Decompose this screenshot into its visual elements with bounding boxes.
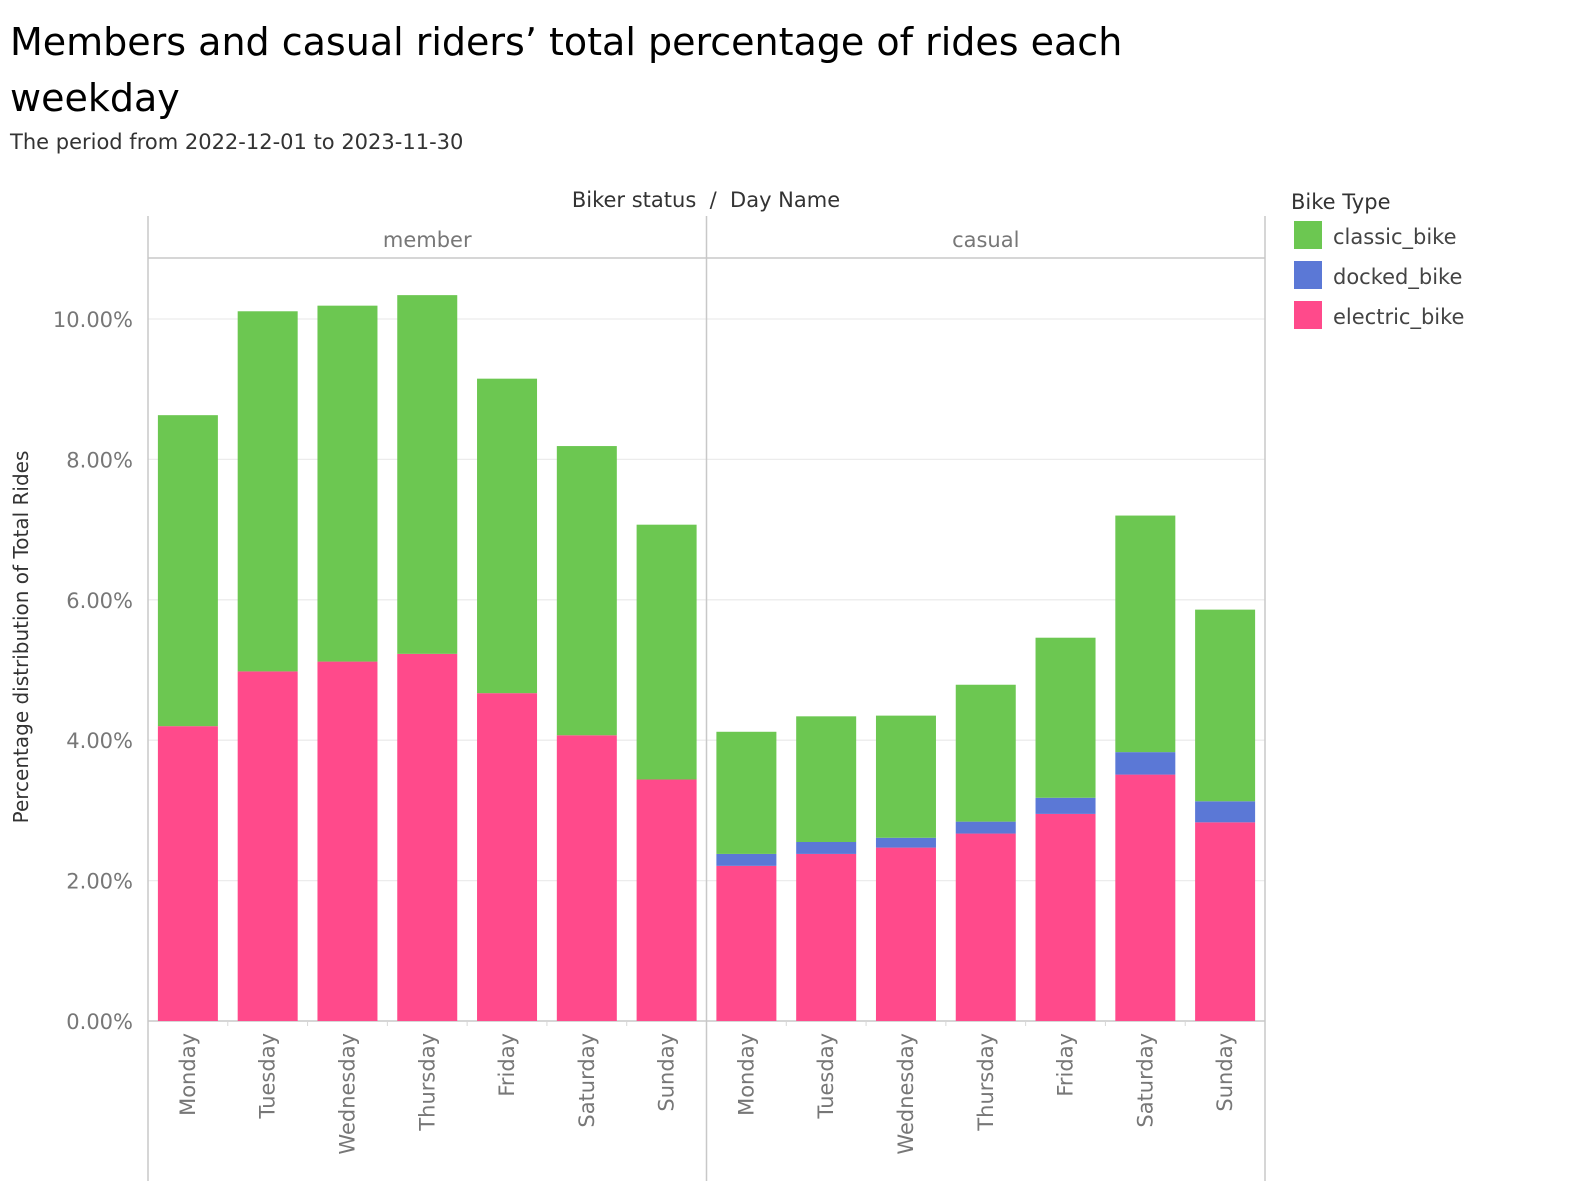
x-tick-label: Friday [495,1033,519,1097]
y-axis-label: Percentage distribution of Total Rides [9,451,33,824]
x-tick-label: Monday [176,1033,200,1116]
bar-casual-monday-classic-bike [716,731,777,854]
bar-casual-saturday-classic-bike [1115,515,1176,753]
bar-member-tuesday-electric-bike [237,671,298,1021]
legend-label-electric-bike: electric_bike [1333,305,1464,330]
bar-casual-wednesday-electric-bike [875,847,936,1021]
x-tick-label: Wednesday [894,1033,918,1155]
bar-casual-friday-electric-bike [1035,813,1096,1021]
bar-casual-thursday-classic-bike [955,684,1016,822]
bar-member-sunday-classic-bike [636,524,697,780]
legend-title: Bike Type [1291,190,1390,214]
bar-member-thursday-electric-bike [397,653,458,1021]
bar-casual-friday-docked-bike [1035,797,1096,814]
bar-member-friday-electric-bike [477,693,538,1021]
bar-casual-saturday-docked-bike [1115,752,1176,775]
x-tick-label: Saturday [575,1033,599,1128]
bar-member-monday-electric-bike [157,726,218,1021]
panel-header-member: member [383,228,472,252]
x-tick-label: Sunday [1213,1033,1237,1112]
x-tick-label: Thursday [415,1033,439,1132]
legend-swatch-electric-bike [1294,301,1322,329]
bar-member-tuesday-classic-bike [237,311,298,672]
x-tick-label: Saturday [1133,1033,1157,1128]
bar-casual-wednesday-classic-bike [875,715,936,838]
y-tick-label: 8.00% [66,448,133,472]
bar-layer [157,295,1256,1021]
bar-member-friday-classic-bike [477,378,538,694]
column-header: Biker status / Day Name [572,188,840,212]
bar-casual-tuesday-docked-bike [796,841,857,854]
x-tick-label: Wednesday [335,1033,359,1155]
y-tick-label: 10.00% [53,308,133,332]
panel-header-casual: casual [952,228,1019,252]
bar-casual-saturday-electric-bike [1115,774,1176,1021]
legend-swatch-classic-bike [1294,221,1322,249]
y-tick-label: 2.00% [66,870,133,894]
bar-member-wednesday-electric-bike [317,661,378,1021]
bar-member-thursday-classic-bike [397,295,458,654]
x-tick-label: Tuesday [256,1033,280,1119]
legend-label-classic-bike: classic_bike [1333,225,1457,250]
x-tick-label: Thursday [974,1033,998,1132]
bar-casual-sunday-docked-bike [1195,801,1256,823]
bar-casual-monday-docked-bike [716,853,777,866]
tick-layer: 0.00% 2.00% 4.00% 6.00% 8.00% 10.00% member Mon… [53,228,1237,1155]
chart-title: Members and casual riders’ total percent… [10,20,1123,120]
x-tick-label: Friday [1054,1033,1078,1097]
chart-subtitle: The period from 2022-12-01 to 2023-11-30 [10,130,464,154]
x-tick-label: Monday [734,1033,758,1116]
bar-member-wednesday-classic-bike [317,305,378,662]
bar-casual-monday-electric-bike [716,865,777,1021]
legend: Bike Type classic_bike docked_bikeelectri… [1291,190,1464,330]
bar-member-monday-classic-bike [157,415,218,727]
bar-casual-tuesday-classic-bike [796,716,857,842]
bar-casual-wednesday-docked-bike [875,837,936,848]
bar-member-sunday-electric-bike [636,779,697,1021]
bar-casual-sunday-classic-bike [1195,609,1256,802]
bar-casual-thursday-electric-bike [955,833,1016,1021]
bar-casual-friday-classic-bike [1035,637,1096,798]
y-tick-label: 4.00% [66,729,133,753]
bar-member-saturday-classic-bike [556,446,617,736]
legend-swatch-docked-bike [1294,261,1322,289]
bar-casual-sunday-electric-bike [1195,822,1256,1021]
bar-casual-tuesday-electric-bike [796,853,857,1021]
x-tick-label: Tuesday [814,1033,838,1119]
bar-member-saturday-electric-bike [556,735,617,1021]
legend-label-docked-bike: docked_bike [1333,265,1462,290]
y-tick-label: 6.00% [66,589,133,613]
x-tick-label: Sunday [655,1033,679,1112]
frame-layer [147,216,1266,1181]
y-tick-label: 0.00% [66,1010,133,1034]
bar-casual-thursday-docked-bike [955,821,1016,834]
